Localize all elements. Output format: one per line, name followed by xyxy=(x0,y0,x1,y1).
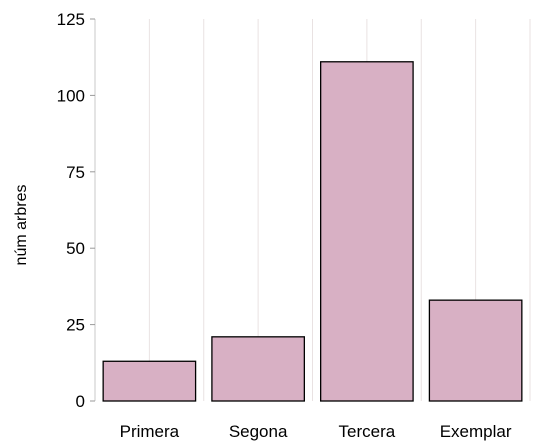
y-tick-label: 100 xyxy=(57,86,85,105)
x-tick-label: Tercera xyxy=(339,422,396,441)
bars xyxy=(102,61,523,402)
y-tick-label: 125 xyxy=(57,10,85,29)
x-tick-label: Primera xyxy=(120,422,180,441)
y-tick-label: 50 xyxy=(66,239,85,258)
bar-primera xyxy=(102,360,197,402)
bar-tercera xyxy=(320,61,414,402)
x-axis: Primera Segona Tercera Exemplar xyxy=(120,422,512,441)
y-axis-title: núm arbres xyxy=(13,185,30,266)
y-tick-label: 75 xyxy=(66,163,85,182)
y-tick-label: 0 xyxy=(76,392,85,411)
x-tick-label: Exemplar xyxy=(440,422,512,441)
bar-exemplar xyxy=(428,299,523,402)
y-axis: 0 25 50 75 100 125 xyxy=(57,10,96,411)
y-tick-label: 25 xyxy=(66,316,85,335)
bar-segona xyxy=(211,336,305,402)
x-tick-label: Segona xyxy=(229,422,288,441)
